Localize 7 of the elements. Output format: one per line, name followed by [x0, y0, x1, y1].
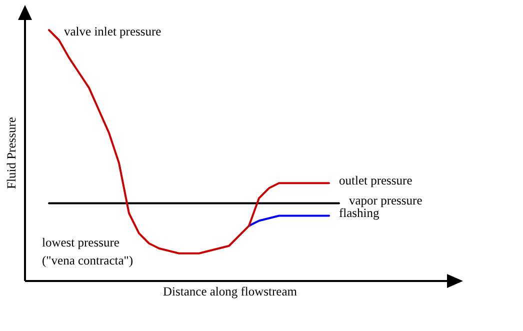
x-axis-title: Distance along flowstream [163, 284, 298, 298]
annotation: lowest pressure ("vena contracta") [42, 235, 134, 268]
series-label: vapor pressure [349, 194, 423, 208]
series-label: flashing [339, 206, 380, 220]
series-label: outlet pressure [339, 173, 413, 188]
y-axis-title: Fluid Pressure [4, 116, 18, 189]
annotation: valve inlet pressure [64, 24, 162, 38]
